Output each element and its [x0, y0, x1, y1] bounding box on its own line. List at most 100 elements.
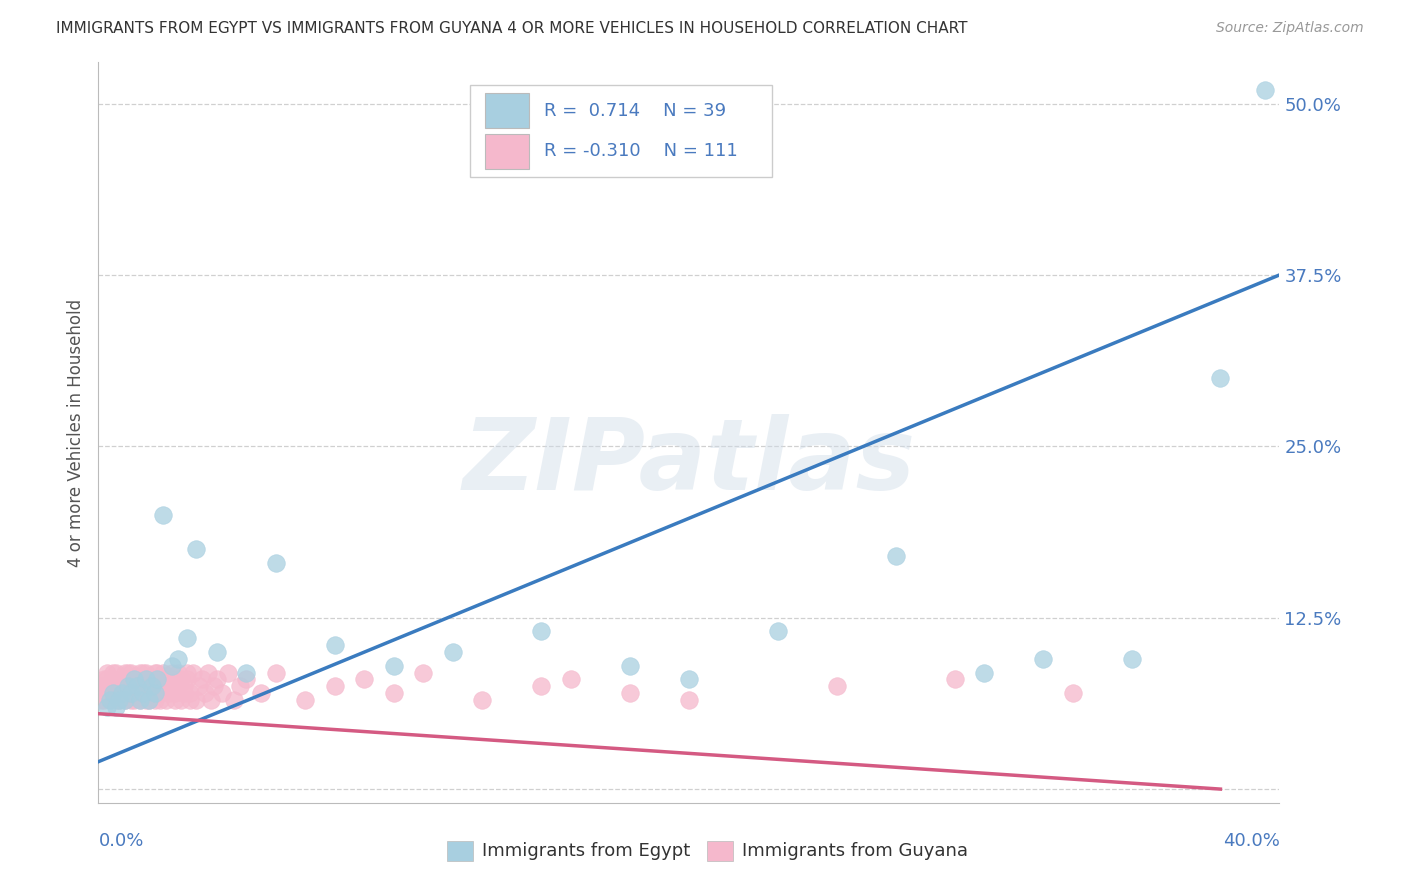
Point [1209, 371, 1232, 385]
Point [135, 693, 157, 707]
Point [141, 679, 163, 693]
Text: 0.0%: 0.0% [98, 832, 143, 850]
Point [138, 693, 160, 707]
Point [167, 652, 190, 666]
Point [111, 673, 134, 687]
Point [353, 673, 375, 687]
Point [128, 686, 150, 700]
Point [111, 686, 134, 700]
Point [678, 693, 700, 707]
Point [202, 679, 225, 693]
Point [619, 686, 641, 700]
Point [181, 665, 204, 680]
Point [135, 665, 157, 680]
Point [122, 679, 145, 693]
Point [167, 665, 190, 680]
Point [179, 686, 201, 700]
Point [235, 673, 257, 687]
Point [179, 693, 201, 707]
Point [530, 624, 553, 639]
Point [197, 665, 219, 680]
Point [184, 542, 207, 557]
Point [90, 679, 112, 693]
Point [176, 632, 198, 646]
Point [1254, 83, 1277, 97]
Point [211, 686, 233, 700]
Point [441, 645, 464, 659]
Text: Source: ZipAtlas.com: Source: ZipAtlas.com [1216, 21, 1364, 35]
Point [187, 679, 209, 693]
Point [143, 686, 166, 700]
Bar [707, 840, 733, 862]
Point [103, 665, 125, 680]
Y-axis label: 4 or more Vehicles in Household: 4 or more Vehicles in Household [66, 299, 84, 566]
Bar [485, 93, 530, 128]
Point [176, 673, 198, 687]
Point [167, 679, 190, 693]
Point [825, 679, 848, 693]
Point [132, 665, 155, 680]
Point [530, 679, 553, 693]
Point [93, 679, 115, 693]
Point [128, 665, 150, 680]
Point [157, 686, 180, 700]
Point [128, 693, 150, 707]
Point [125, 673, 148, 687]
Point [264, 665, 287, 680]
Point [96, 679, 118, 693]
Point [93, 673, 115, 687]
Point [560, 673, 582, 687]
Point [93, 693, 115, 707]
Point [1032, 652, 1054, 666]
Point [125, 686, 148, 700]
Point [149, 693, 172, 707]
Point [114, 693, 136, 707]
Point [111, 686, 134, 700]
Point [114, 693, 136, 707]
Point [96, 699, 118, 714]
Point [149, 686, 172, 700]
Bar [447, 840, 472, 862]
Text: Immigrants from Guyana: Immigrants from Guyana [742, 842, 969, 860]
Point [117, 679, 139, 693]
Point [141, 686, 163, 700]
Point [138, 693, 160, 707]
Point [155, 693, 177, 707]
FancyBboxPatch shape [471, 85, 772, 178]
Point [120, 665, 142, 680]
Point [184, 693, 207, 707]
Point [294, 693, 316, 707]
Point [973, 665, 995, 680]
Point [90, 686, 112, 700]
Point [138, 679, 160, 693]
Point [108, 679, 131, 693]
Text: Immigrants from Egypt: Immigrants from Egypt [482, 842, 690, 860]
Point [117, 665, 139, 680]
Point [143, 693, 166, 707]
Point [105, 686, 128, 700]
Point [125, 673, 148, 687]
Point [194, 686, 217, 700]
Point [141, 673, 163, 687]
Point [108, 679, 131, 693]
Point [103, 679, 125, 693]
Point [173, 686, 195, 700]
Text: 40.0%: 40.0% [1223, 832, 1279, 850]
Point [250, 686, 273, 700]
Point [105, 699, 128, 714]
Point [165, 686, 187, 700]
Point [162, 665, 183, 680]
Point [382, 658, 405, 673]
Point [224, 693, 246, 707]
Text: IMMIGRANTS FROM EGYPT VS IMMIGRANTS FROM GUYANA 4 OR MORE VEHICLES IN HOUSEHOLD : IMMIGRANTS FROM EGYPT VS IMMIGRANTS FROM… [56, 21, 967, 36]
Point [120, 686, 142, 700]
Point [471, 693, 494, 707]
Point [1062, 686, 1084, 700]
Point [884, 549, 907, 563]
Point [111, 673, 134, 687]
Point [105, 693, 128, 707]
Point [678, 673, 700, 687]
Point [152, 665, 174, 680]
Point [162, 673, 183, 687]
Point [135, 686, 157, 700]
